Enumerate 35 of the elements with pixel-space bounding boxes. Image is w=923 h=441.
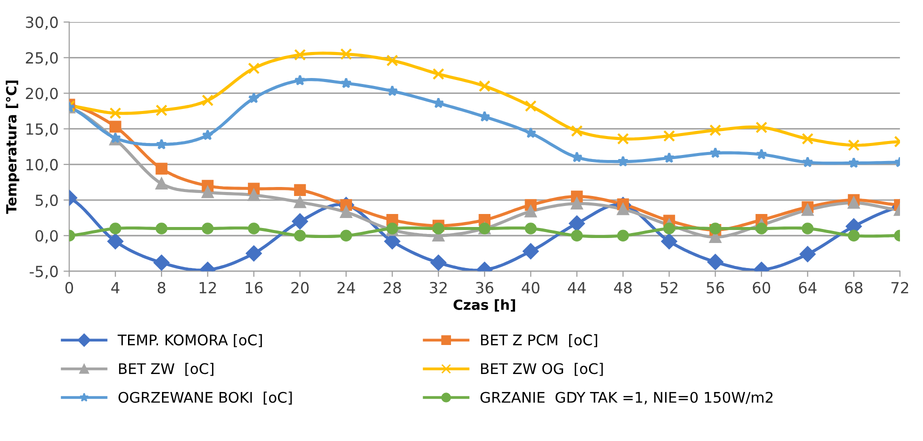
x-tick-label: 24: [338, 282, 355, 294]
legend-label: BET ZW OG [oC]: [481, 362, 603, 376]
x-tick-label: 0: [65, 282, 74, 294]
x-tick-label: 28: [384, 282, 401, 294]
y-tick-label: 30,0: [26, 16, 58, 30]
x-tick-label: 16: [246, 282, 263, 294]
y-axis-title: Temperatura [°C]: [6, 80, 20, 214]
x-tick-label: 32: [430, 282, 447, 294]
x-tick-label: 4: [111, 282, 120, 294]
y-tick-label: -5,0: [30, 266, 58, 279]
x-tick-label: 44: [568, 282, 586, 294]
legend-label: OGRZEWANE BOKI [oC]: [118, 392, 292, 405]
y-tick-label: 15,0: [26, 123, 58, 136]
x-tick-label: 48: [614, 282, 632, 294]
y-tick-label: 10,0: [26, 158, 58, 172]
y-tick-label: 20,0: [26, 88, 58, 101]
x-tick-label: 40: [522, 282, 540, 294]
x-tick-label: 64: [798, 282, 816, 294]
x-tick-label: 72: [891, 282, 908, 294]
x-tick-label: 20: [291, 282, 309, 294]
legend-label: TEMP. KOMORA [oC]: [118, 334, 262, 348]
x-tick-label: 60: [752, 282, 770, 294]
x-tick-label: 8: [158, 282, 166, 294]
legend-label: GRZANIE GDY TAK =1, NIE=0 150W/m2: [480, 392, 773, 404]
y-tick-label: 25,0: [26, 52, 58, 66]
x-axis-title: Czas [h]: [454, 299, 516, 312]
y-tick-label: 0,0: [36, 230, 58, 244]
x-tick-label: 68: [845, 282, 862, 294]
x-tick-label: 52: [660, 282, 678, 294]
legend-label: BET Z PCM [oC]: [481, 334, 598, 348]
x-tick-label: 36: [476, 282, 494, 294]
x-tick-label: 12: [200, 282, 216, 294]
x-tick-label: 56: [706, 282, 724, 294]
y-tick-label: 5,0: [36, 194, 58, 208]
legend-label: BET ZW [oC]: [119, 362, 214, 376]
